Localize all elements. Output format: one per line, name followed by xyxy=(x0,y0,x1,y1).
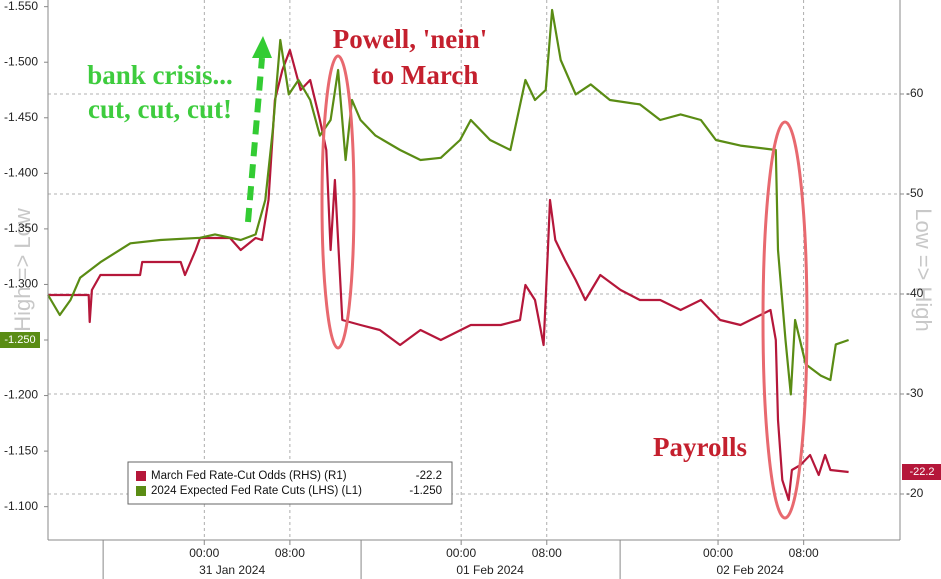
y2-tick-label: -60 xyxy=(906,86,924,100)
y-axis-label: High => Low xyxy=(10,208,35,332)
series-line xyxy=(48,48,849,502)
y-tick-label: -1.350 xyxy=(4,221,38,235)
legend-label: 2024 Expected Fed Rate Cuts (LHS) (L1) xyxy=(151,485,362,497)
arrow-shaft xyxy=(245,57,265,223)
legend-box xyxy=(127,461,453,505)
legend-value: -22.2 xyxy=(416,470,442,482)
legend-value: -1.250 xyxy=(409,485,442,497)
y-tick-label: -1.500 xyxy=(4,54,38,68)
date-label: 31 Jan 2024 xyxy=(199,563,265,577)
y2-axis-label: Low => High xyxy=(911,208,936,332)
legend-swatch xyxy=(136,486,146,496)
y-tick-label: -1.100 xyxy=(4,499,38,513)
highlight-ellipse xyxy=(761,120,809,520)
legend: March Fed Rate-Cut Odds (RHS) (R1) -22.2 2… xyxy=(127,461,453,505)
legend-label: March Fed Rate-Cut Odds (RHS) (R1) xyxy=(151,470,347,482)
y-tick-label: -1.400 xyxy=(4,166,38,180)
lines xyxy=(47,8,849,502)
date-label: 01 Feb 2024 xyxy=(456,563,524,577)
x-tick-label: 08:00 xyxy=(532,546,562,560)
annotation: bank crisis... xyxy=(87,60,233,90)
y-tick-label: -1.200 xyxy=(4,388,38,402)
y2-tick-label: -40 xyxy=(906,286,924,300)
axis-value-tag xyxy=(0,332,40,348)
arrow-head xyxy=(252,36,272,58)
y2-tick-label: -50 xyxy=(906,186,924,200)
axis-value-tag-label: -22.2 xyxy=(909,466,934,478)
y-tick-label: -1.300 xyxy=(4,277,38,291)
x-tick-label: 00:00 xyxy=(446,546,476,560)
y-tick-label: -1.550 xyxy=(4,0,38,13)
annotation: Payrolls xyxy=(653,432,747,462)
x-tick-label: 00:00 xyxy=(703,546,733,560)
date-label: 02 Feb 2024 xyxy=(716,563,784,577)
y2-tick-label: -30 xyxy=(906,386,924,400)
y-tick-label: -1.450 xyxy=(4,110,38,124)
annotation: to March xyxy=(372,60,479,90)
x-tick-label: 00:00 xyxy=(189,546,219,560)
highlight-ellipse xyxy=(320,54,356,350)
annotation: Powell, 'nein' xyxy=(333,24,488,54)
annotation: cut, cut, cut! xyxy=(88,94,232,124)
series-line xyxy=(47,8,849,396)
axis-value-tag-label: -1.250 xyxy=(4,334,35,346)
axis-value-tag xyxy=(902,464,941,480)
y2-tick-label: -20 xyxy=(906,486,924,500)
x-tick-label: 08:00 xyxy=(275,546,305,560)
y-tick-label: -1.150 xyxy=(4,443,38,457)
legend-swatch xyxy=(136,471,146,481)
x-tick-label: 08:00 xyxy=(789,546,819,560)
